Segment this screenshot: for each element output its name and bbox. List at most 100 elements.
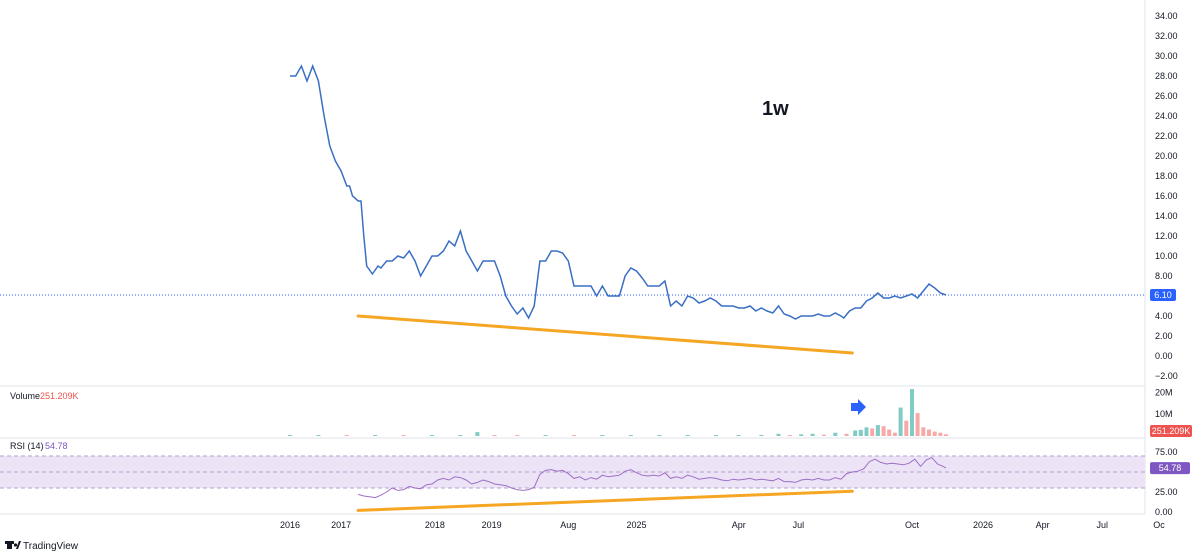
price-tick-label: 8.00 xyxy=(1155,271,1173,281)
volume-pane: Volume 251.209K 20M 10M 251.209K xyxy=(10,387,1192,437)
x-tick-label: Oc xyxy=(1153,520,1165,530)
rsi-axis-ticks: 75.00 25.00 0.00 xyxy=(1155,447,1178,517)
volume-bar xyxy=(458,435,463,436)
price-trendline xyxy=(356,314,854,355)
volume-bar xyxy=(572,435,576,436)
volume-bar xyxy=(853,430,858,436)
price-tick-label: 20.00 xyxy=(1155,151,1178,161)
price-tick-label: 14.00 xyxy=(1155,211,1178,221)
price-tick-label: 18.00 xyxy=(1155,171,1178,181)
volume-bar xyxy=(430,435,434,436)
volume-bar xyxy=(944,434,948,436)
volume-bar xyxy=(904,420,909,436)
volume-bar xyxy=(401,435,406,436)
volume-badge-text: 251.209K xyxy=(1152,426,1191,436)
volume-bar xyxy=(685,435,690,436)
price-tick-label: 16.00 xyxy=(1155,191,1178,201)
volume-bar xyxy=(870,428,875,436)
volume-bar xyxy=(887,429,892,436)
volume-bar xyxy=(600,435,605,436)
volume-bar xyxy=(475,432,480,436)
rsi-badge xyxy=(1150,462,1190,475)
rsi-pane: RSI (14) 54.78 75.00 25.00 0.00 54.78 xyxy=(0,441,1190,517)
rsi-tick-label: 75.00 xyxy=(1155,447,1178,457)
volume-axis-ticks: 20M 10M xyxy=(1155,387,1173,419)
rsi-value: 54.78 xyxy=(45,441,68,451)
rsi-label: RSI (14) xyxy=(10,441,44,451)
tradingview-logo-text: TradingView xyxy=(23,541,79,552)
x-tick-label: 2019 xyxy=(482,520,502,530)
rsi-trendline xyxy=(356,489,854,512)
volume-tick-label: 20M xyxy=(1155,387,1173,397)
last-price-badge xyxy=(1150,289,1176,301)
rsi-tick-label: 25.00 xyxy=(1155,487,1178,497)
price-axis-ticks: 34.00 32.00 30.00 28.00 26.00 24.00 22.00 20.00… xyxy=(1155,11,1178,381)
volume-bar xyxy=(316,435,321,436)
x-tick-label: 2026 xyxy=(973,520,993,530)
volume-bar xyxy=(938,432,943,436)
x-tick-label: Jul xyxy=(1096,520,1108,530)
volume-bar xyxy=(898,407,903,436)
price-tick-label: 26.00 xyxy=(1155,91,1178,101)
price-tick-label: 4.00 xyxy=(1155,311,1173,321)
x-tick-label: Oct xyxy=(905,520,920,530)
rsi-line xyxy=(358,456,947,499)
x-tick-label: 2016 xyxy=(280,520,300,530)
x-tick-label: Apr xyxy=(732,520,746,530)
rsi-tick-label: 0.00 xyxy=(1155,507,1173,517)
volume-label: Volume xyxy=(10,391,40,401)
volume-bar xyxy=(736,435,741,436)
volume-bar xyxy=(344,435,349,436)
price-tick-label: 22.00 xyxy=(1155,131,1178,141)
x-tick-label: 2025 xyxy=(626,520,646,530)
volume-bar xyxy=(915,413,920,436)
volume-bar xyxy=(628,435,633,436)
x-tick-label: Apr xyxy=(1036,520,1050,530)
volume-bar xyxy=(657,435,662,436)
volume-bar xyxy=(543,435,548,436)
volume-bar xyxy=(776,433,781,436)
volume-bar xyxy=(492,435,497,436)
volume-bar xyxy=(833,432,838,436)
gridlines xyxy=(0,0,1146,515)
price-tick-label: 2.00 xyxy=(1155,331,1173,341)
volume-bar xyxy=(921,427,926,436)
tradingview-logo: TradingView xyxy=(5,541,79,552)
volume-bar xyxy=(515,435,520,436)
volume-bar xyxy=(799,434,804,436)
volume-bars xyxy=(288,389,948,436)
volume-bar xyxy=(810,433,815,436)
volume-bar xyxy=(759,434,764,436)
volume-bar xyxy=(932,431,937,436)
volume-bar xyxy=(892,432,897,436)
volume-badge xyxy=(1150,425,1192,437)
volume-bar xyxy=(927,429,931,436)
volume-value: 251.209K xyxy=(40,391,79,401)
x-tick-label: Jul xyxy=(793,520,805,530)
price-tick-label: 24.00 xyxy=(1155,111,1178,121)
x-tick-label: 2017 xyxy=(331,520,351,530)
volume-bar xyxy=(821,434,826,436)
blue-arrow-icon xyxy=(851,399,866,415)
price-tick-label: 0.00 xyxy=(1155,351,1173,361)
volume-tick-label: 10M xyxy=(1155,409,1173,419)
x-tick-label: Aug xyxy=(560,520,576,530)
volume-bar xyxy=(910,389,914,436)
price-tick-label: −2.00 xyxy=(1155,371,1178,381)
tradingview-logo-icon xyxy=(5,541,21,549)
price-tick-label: 30.00 xyxy=(1155,51,1178,61)
volume-bar xyxy=(881,426,886,436)
price-tick-label: 28.00 xyxy=(1155,71,1178,81)
volume-bar xyxy=(875,425,880,436)
price-tick-label: 10.00 xyxy=(1155,251,1178,261)
price-tick-label: 32.00 xyxy=(1155,31,1178,41)
volume-bar xyxy=(864,427,869,436)
volume-bar xyxy=(373,435,378,436)
timeframe-annotation: 1w xyxy=(762,98,789,120)
volume-bar xyxy=(787,435,792,436)
price-line xyxy=(290,63,947,320)
volume-bar xyxy=(714,435,718,436)
volume-bar xyxy=(288,435,292,436)
rsi-badge-text: 54.78 xyxy=(1159,463,1182,473)
